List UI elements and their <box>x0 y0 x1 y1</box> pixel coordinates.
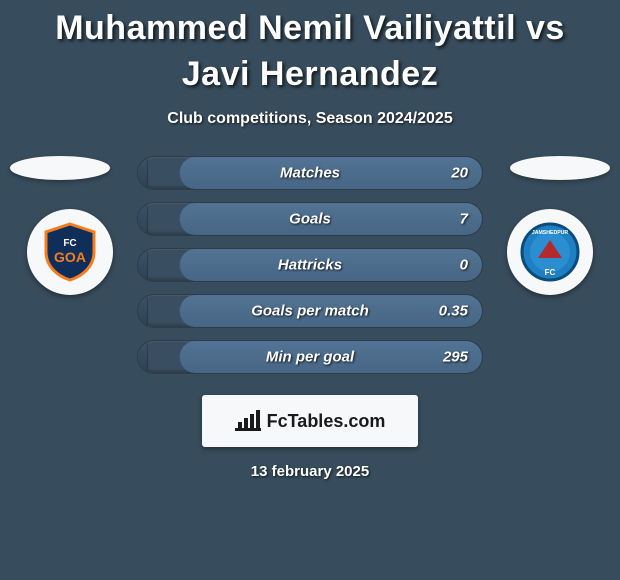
stat-row: Matches20 <box>137 156 483 190</box>
brand-badge: FcTables.com <box>202 395 418 447</box>
stat-value-right: 0.35 <box>439 302 468 319</box>
stat-bars: Matches20 Goals7 Hattricks0 Goals per match… <box>137 156 483 386</box>
page-title: Muhammed Nemil Vailiyattil vs Javi Herna… <box>0 0 620 98</box>
stat-value-right: 7 <box>460 210 468 227</box>
stat-row: Goals per match0.35 <box>137 294 483 328</box>
stat-label: Hattricks <box>138 256 482 273</box>
stat-value-right: 0 <box>460 256 468 273</box>
jamshedpur-icon: JAMSHEDPUR FC <box>518 220 582 284</box>
stat-value-right: 295 <box>443 348 468 365</box>
date-label: 13 february 2025 <box>0 463 620 480</box>
club-logo-left: FC GOA <box>27 209 113 295</box>
fc-goa-icon: FC GOA <box>38 220 102 284</box>
svg-text:FC: FC <box>545 268 556 277</box>
player-photo-right <box>510 156 610 180</box>
chart-icon <box>235 410 261 432</box>
club-logo-right: JAMSHEDPUR FC <box>507 209 593 295</box>
stat-label: Matches <box>138 164 482 181</box>
stat-row: Hattricks0 <box>137 248 483 282</box>
stat-label: Goals <box>138 210 482 227</box>
subtitle: Club competitions, Season 2024/2025 <box>0 110 620 128</box>
stat-row: Goals7 <box>137 202 483 236</box>
stat-value-right: 20 <box>451 164 468 181</box>
svg-text:JAMSHEDPUR: JAMSHEDPUR <box>532 230 569 236</box>
stat-label: Min per goal <box>138 348 482 365</box>
stat-label: Goals per match <box>138 302 482 319</box>
svg-text:FC: FC <box>63 238 76 249</box>
svg-text:GOA: GOA <box>54 249 86 265</box>
brand-text: FcTables.com <box>267 411 386 432</box>
player-photo-left <box>10 156 110 180</box>
stat-row: Min per goal295 <box>137 340 483 374</box>
